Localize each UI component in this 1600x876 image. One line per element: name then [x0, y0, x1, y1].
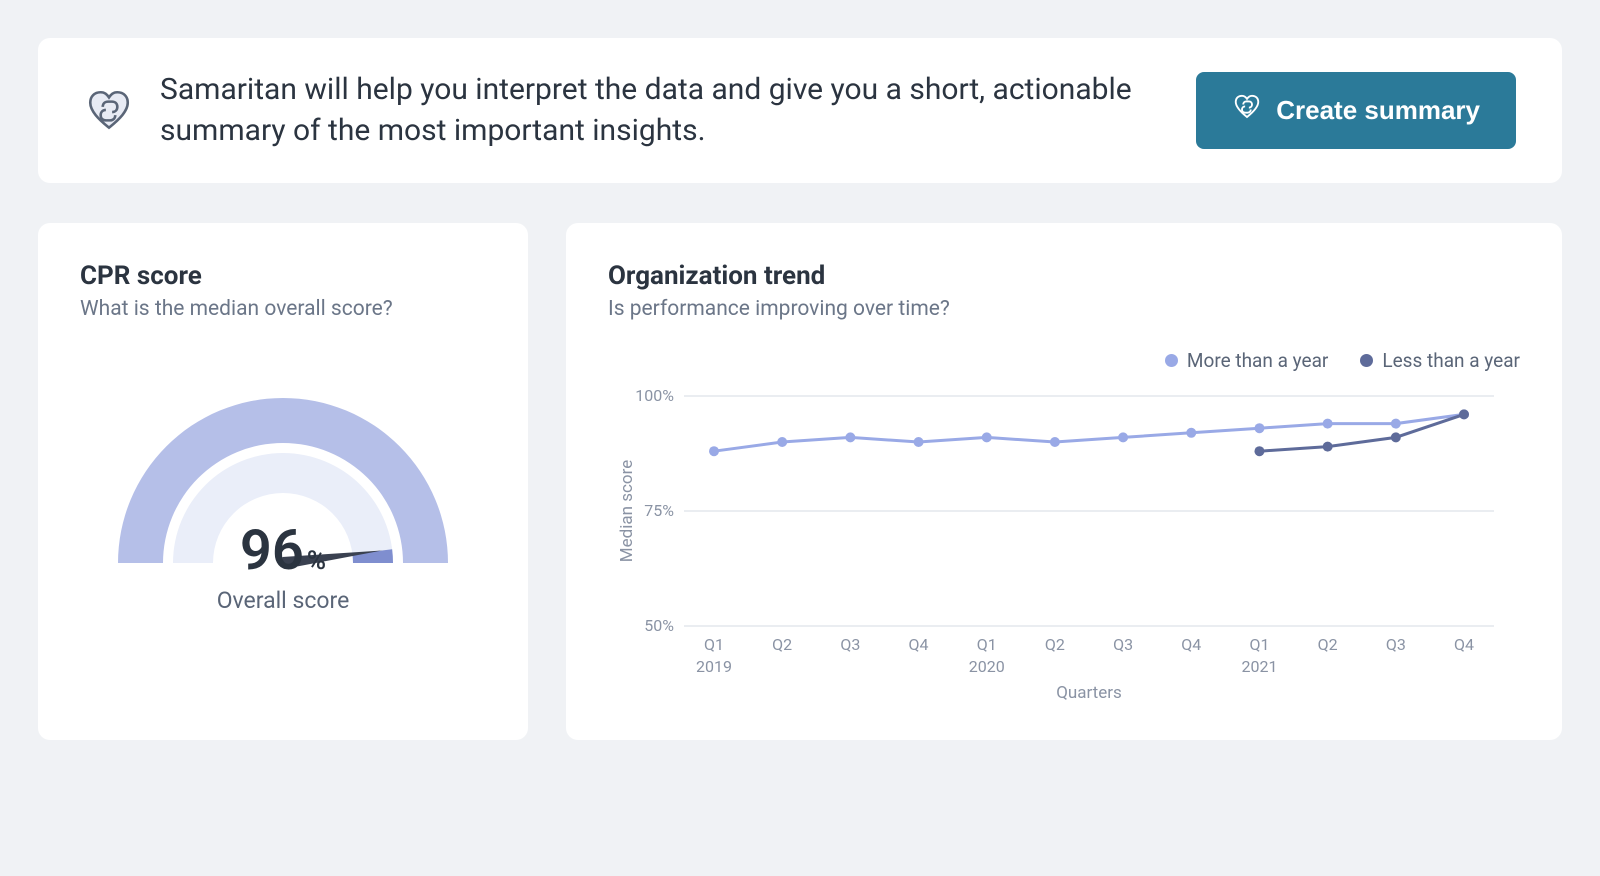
svg-text:Q3: Q3: [1113, 635, 1133, 654]
score-value: 96: [240, 517, 304, 583]
svg-text:2019: 2019: [696, 657, 732, 676]
svg-text:Q1: Q1: [977, 635, 997, 654]
cards-grid: CPR score What is the median overall sco…: [38, 223, 1562, 740]
legend: More than a year Less than a year: [608, 349, 1520, 372]
svg-text:Q1: Q1: [704, 635, 724, 654]
svg-text:Quarters: Quarters: [1056, 683, 1122, 703]
svg-text:Q2: Q2: [1318, 635, 1338, 654]
trend-card: Organization trend Is performance improv…: [566, 223, 1562, 740]
cpr-title: CPR score: [80, 261, 486, 291]
legend-label: Less than a year: [1382, 349, 1520, 372]
legend-dot-icon: [1360, 354, 1373, 367]
trend-title: Organization trend: [608, 261, 1520, 291]
svg-text:Q2: Q2: [1045, 635, 1065, 654]
svg-text:Q4: Q4: [1181, 635, 1201, 654]
legend-item: Less than a year: [1360, 349, 1520, 372]
svg-text:Median score: Median score: [617, 460, 637, 562]
svg-text:75%: 75%: [644, 501, 674, 520]
svg-text:Q4: Q4: [909, 635, 929, 654]
heart-link-icon: [84, 86, 134, 136]
summary-banner: Samaritan will help you interpret the da…: [38, 38, 1562, 183]
gauge-wrap: 96 % Overall score: [80, 383, 486, 614]
cpr-card: CPR score What is the median overall sco…: [38, 223, 528, 740]
svg-text:Q2: Q2: [772, 635, 792, 654]
cpr-subtitle: What is the median overall score?: [80, 297, 486, 321]
score-percent-symbol: %: [307, 546, 326, 576]
legend-item: More than a year: [1165, 349, 1328, 372]
svg-text:2021: 2021: [1241, 657, 1277, 676]
trend-chart: 50% 75% 100% Median score Q1 Q2 Q3 Q4 Q1 Q2 Q3 Q4 Q1…: [608, 386, 1520, 706]
legend-label: More than a year: [1187, 349, 1328, 372]
svg-text:2020: 2020: [969, 657, 1005, 676]
svg-text:50%: 50%: [644, 616, 674, 635]
banner-text: Samaritan will help you interpret the da…: [160, 70, 1170, 151]
trend-subtitle: Is performance improving over time?: [608, 297, 1520, 321]
svg-text:Q3: Q3: [1386, 635, 1406, 654]
score-label: Overall score: [217, 587, 350, 614]
create-summary-button[interactable]: Create summary: [1196, 72, 1516, 149]
svg-text:Q4: Q4: [1454, 635, 1474, 654]
heart-link-icon: [1232, 92, 1262, 129]
legend-dot-icon: [1165, 354, 1178, 367]
svg-text:100%: 100%: [635, 386, 674, 405]
create-summary-label: Create summary: [1276, 95, 1480, 126]
svg-text:Q1: Q1: [1249, 635, 1269, 654]
svg-text:Q3: Q3: [840, 635, 860, 654]
score-value-row: 96 %: [240, 517, 326, 583]
